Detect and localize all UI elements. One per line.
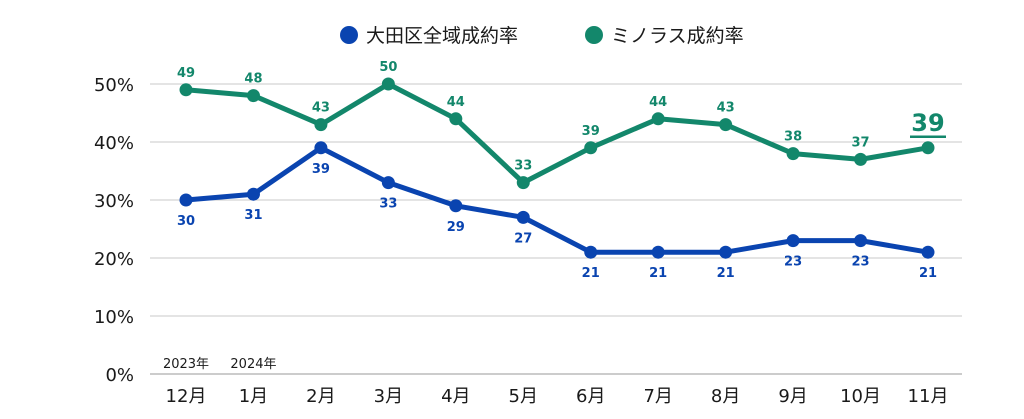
data-label: 38	[784, 130, 802, 145]
data-label: 49	[177, 66, 195, 81]
series-line	[183, 81, 931, 186]
x-tick-label: 10月	[840, 386, 881, 407]
data-label: 39	[582, 124, 600, 139]
data-point	[381, 176, 395, 190]
data-point	[381, 77, 395, 91]
x-tick-label: 8月	[711, 386, 740, 407]
y-tick-label: 50%	[94, 75, 134, 96]
x-tick-label: 6月	[576, 386, 605, 407]
data-label: 48	[244, 72, 262, 87]
x-tick-label: 4月	[441, 386, 470, 407]
data-label: 21	[919, 266, 937, 281]
data-point	[921, 245, 935, 259]
data-point	[719, 245, 733, 259]
legend-label-ota: 大田区全域成約率	[366, 25, 518, 47]
data-point	[921, 141, 935, 155]
data-point	[786, 234, 800, 248]
data-point	[179, 193, 193, 207]
data-point	[516, 176, 530, 190]
x-tick-label: 1月	[239, 386, 268, 407]
series-line	[183, 145, 931, 255]
data-point	[449, 112, 463, 126]
data-label: 23	[784, 255, 802, 270]
data-label: 44	[649, 95, 667, 110]
data-point	[246, 89, 260, 103]
y-tick-label: 40%	[94, 133, 134, 154]
series-layer: 30 31 39 33 29 27 21 21 21 23 23 21 49 48 43 50 44 33 39 44…	[177, 60, 946, 281]
data-label: 30	[177, 214, 195, 229]
x-tick-label: 7月	[643, 386, 672, 407]
data-label: 33	[379, 197, 397, 212]
data-point	[651, 245, 665, 259]
data-label: 50	[379, 60, 397, 75]
series-1: 49 48 43 50 44 33 39 44 43 38 37 39	[177, 60, 946, 190]
data-point	[584, 141, 598, 155]
y-tick-label: 0%	[105, 365, 134, 386]
y-tick-label: 10%	[94, 307, 134, 328]
x-tick-label: 11月	[908, 386, 949, 407]
data-label: 21	[649, 266, 667, 281]
data-point	[854, 152, 868, 166]
data-label: 44	[447, 95, 465, 110]
y-tick-label: 20%	[94, 249, 134, 270]
series-0: 30 31 39 33 29 27 21 21 21 23 23 21	[177, 141, 937, 281]
legend-label-minolas: ミノラス成約率	[611, 25, 744, 47]
x-axis: 12月 1月 2月 3月 4月 5月 6月 7月 8月 9月 10月 11月 2023年 2024年	[163, 357, 949, 407]
data-point	[584, 245, 598, 259]
data-label: 23	[851, 255, 869, 270]
data-point	[449, 199, 463, 213]
data-label: 31	[244, 208, 262, 223]
data-point	[516, 210, 530, 224]
data-point	[854, 234, 868, 248]
x-tick-label: 9月	[778, 386, 807, 407]
data-label: 43	[717, 101, 735, 116]
year-annotation: 2023年	[163, 357, 209, 372]
data-point	[786, 147, 800, 161]
data-point	[314, 141, 328, 155]
x-tick-label: 12月	[166, 386, 207, 407]
x-tick-label: 3月	[374, 386, 403, 407]
data-label: 21	[582, 266, 600, 281]
data-label: 37	[851, 135, 869, 150]
data-label: 33	[514, 159, 532, 174]
data-label: 39	[312, 162, 330, 177]
data-point	[246, 187, 260, 201]
year-annotation: 2024年	[230, 357, 276, 372]
y-tick-label: 30%	[94, 191, 134, 212]
data-point	[314, 118, 328, 132]
data-label: 29	[447, 220, 465, 235]
legend-marker-minolas	[585, 26, 603, 44]
grid-lines	[150, 83, 962, 375]
data-label: 21	[717, 266, 735, 281]
x-tick-label: 5月	[509, 386, 538, 407]
data-label: 43	[312, 101, 330, 116]
legend-marker-ota	[340, 26, 358, 44]
data-label-highlight: 39	[911, 109, 944, 137]
x-tick-label: 2月	[306, 386, 335, 407]
data-point	[179, 83, 193, 97]
chart-legend: 大田区全域成約率 ミノラス成約率	[340, 25, 744, 47]
y-axis: 0% 10% 20% 30% 40% 50%	[94, 75, 134, 386]
data-point	[719, 118, 733, 132]
data-label: 27	[514, 231, 532, 246]
data-point	[651, 112, 665, 126]
